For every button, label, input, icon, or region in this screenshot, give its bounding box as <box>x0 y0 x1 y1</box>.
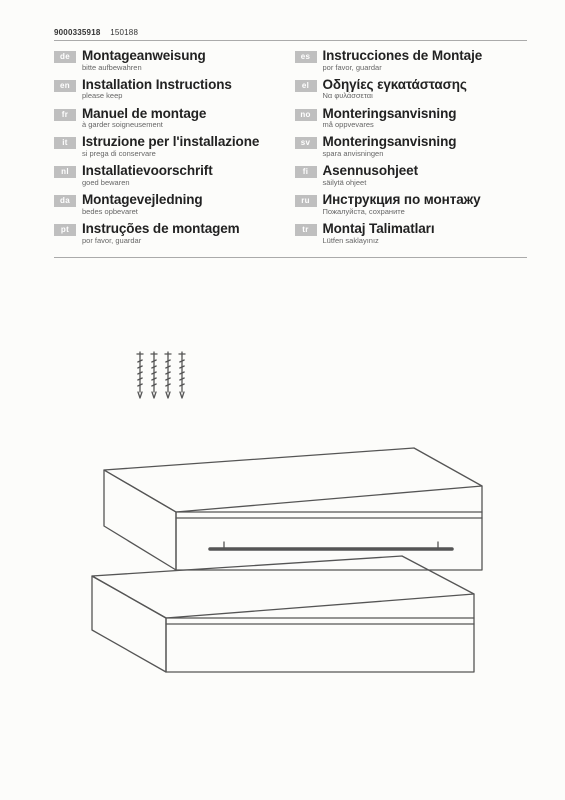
lang-title: Asennusohjeet <box>323 164 528 179</box>
lang-title: Manuel de montage <box>82 107 287 122</box>
lang-title: Montagevejledning <box>82 193 287 208</box>
lang-entry: el Οδηγίες εγκατάστασηςΝα φυλάσσεται <box>295 78 528 101</box>
lang-entry: nl Installatievoorschriftgoed bewaren <box>54 164 287 187</box>
lang-entry: da Montagevejledningbedes opbevaret <box>54 193 287 216</box>
lang-title: Monteringsanvisning <box>323 135 528 150</box>
column-right: es Instrucciones de Montajepor favor, gua… <box>291 49 528 251</box>
lang-title: Istruzione per l'installazione <box>82 135 287 150</box>
divider-top <box>54 40 527 41</box>
lang-sub: Lütfen saklayınız <box>323 237 528 245</box>
drawer-illustration <box>44 330 504 710</box>
lang-title: Οδηγίες εγκατάστασης <box>323 78 528 93</box>
lang-entry: fr Manuel de montageà garder soigneusemen… <box>54 107 287 130</box>
lang-entry: it Istruzione per l'installazionesi prega… <box>54 135 287 158</box>
lang-chip-tr: tr <box>295 224 317 236</box>
lang-chip-en: en <box>54 80 76 92</box>
lang-sub: please keep <box>82 92 287 100</box>
lang-sub: bedes opbevaret <box>82 208 287 216</box>
lang-sub: por favor, guardar <box>82 237 287 245</box>
lang-title: Installation Instructions <box>82 78 287 93</box>
lang-chip-da: da <box>54 195 76 207</box>
lang-chip-sv: sv <box>295 137 317 149</box>
lang-entry: en Installation Instructionsplease keep <box>54 78 287 101</box>
lang-entry: tr Montaj TalimatlarıLütfen saklayınız <box>295 222 528 245</box>
lang-title: Monteringsanvisning <box>323 107 528 122</box>
column-left: de Montageanweisungbitte aufbewahren en In… <box>54 49 291 251</box>
lang-sub: por favor, guardar <box>323 64 528 72</box>
lang-title: Montageanweisung <box>82 49 287 64</box>
lang-entry: pt Instruções de montagempor favor, guard… <box>54 222 287 245</box>
lang-chip-it: it <box>54 137 76 149</box>
illustration-svg <box>44 330 504 710</box>
lang-sub: må oppvevares <box>323 121 528 129</box>
lang-sub: spara anvisningen <box>323 150 528 158</box>
lang-sub: Пожалуйста, сохраните <box>323 208 528 216</box>
lang-title: Montaj Talimatları <box>323 222 528 237</box>
lang-sub: säilytä ohjeet <box>323 179 528 187</box>
lang-title: Installatievoorschrift <box>82 164 287 179</box>
doc-code-2: 150188 <box>110 28 138 37</box>
lang-entry: no Monteringsanvisningmå oppvevares <box>295 107 528 130</box>
lang-chip-de: de <box>54 51 76 63</box>
lang-chip-es: es <box>295 51 317 63</box>
lang-chip-pt: pt <box>54 224 76 236</box>
lang-title: Instruções de montagem <box>82 222 287 237</box>
lang-chip-el: el <box>295 80 317 92</box>
doc-code-1: 9000335918 <box>54 28 101 37</box>
lang-chip-fi: fi <box>295 166 317 178</box>
language-columns: de Montageanweisungbitte aufbewahren en In… <box>54 49 527 251</box>
lang-sub: Να φυλάσσεται <box>323 92 528 100</box>
lang-chip-no: no <box>295 109 317 121</box>
lang-entry: fi Asennusohjeetsäilytä ohjeet <box>295 164 528 187</box>
lang-entry: sv Monteringsanvisningspara anvisningen <box>295 135 528 158</box>
lang-sub: bitte aufbewahren <box>82 64 287 72</box>
lang-title: Instrucciones de Montaje <box>323 49 528 64</box>
lang-sub: à garder soigneusement <box>82 121 287 129</box>
lang-chip-ru: ru <box>295 195 317 207</box>
lang-sub: si prega di conservare <box>82 150 287 158</box>
divider-bottom <box>54 257 527 258</box>
lang-chip-fr: fr <box>54 109 76 121</box>
lang-title: Инструкция по монтажу <box>323 193 528 208</box>
doc-code-row: 9000335918 150188 <box>54 28 527 37</box>
lang-chip-nl: nl <box>54 166 76 178</box>
lang-sub: goed bewaren <box>82 179 287 187</box>
lang-entry: es Instrucciones de Montajepor favor, gua… <box>295 49 528 72</box>
lang-entry: ru Инструкция по монтажуПожалуйста, сохра… <box>295 193 528 216</box>
lang-entry: de Montageanweisungbitte aufbewahren <box>54 49 287 72</box>
